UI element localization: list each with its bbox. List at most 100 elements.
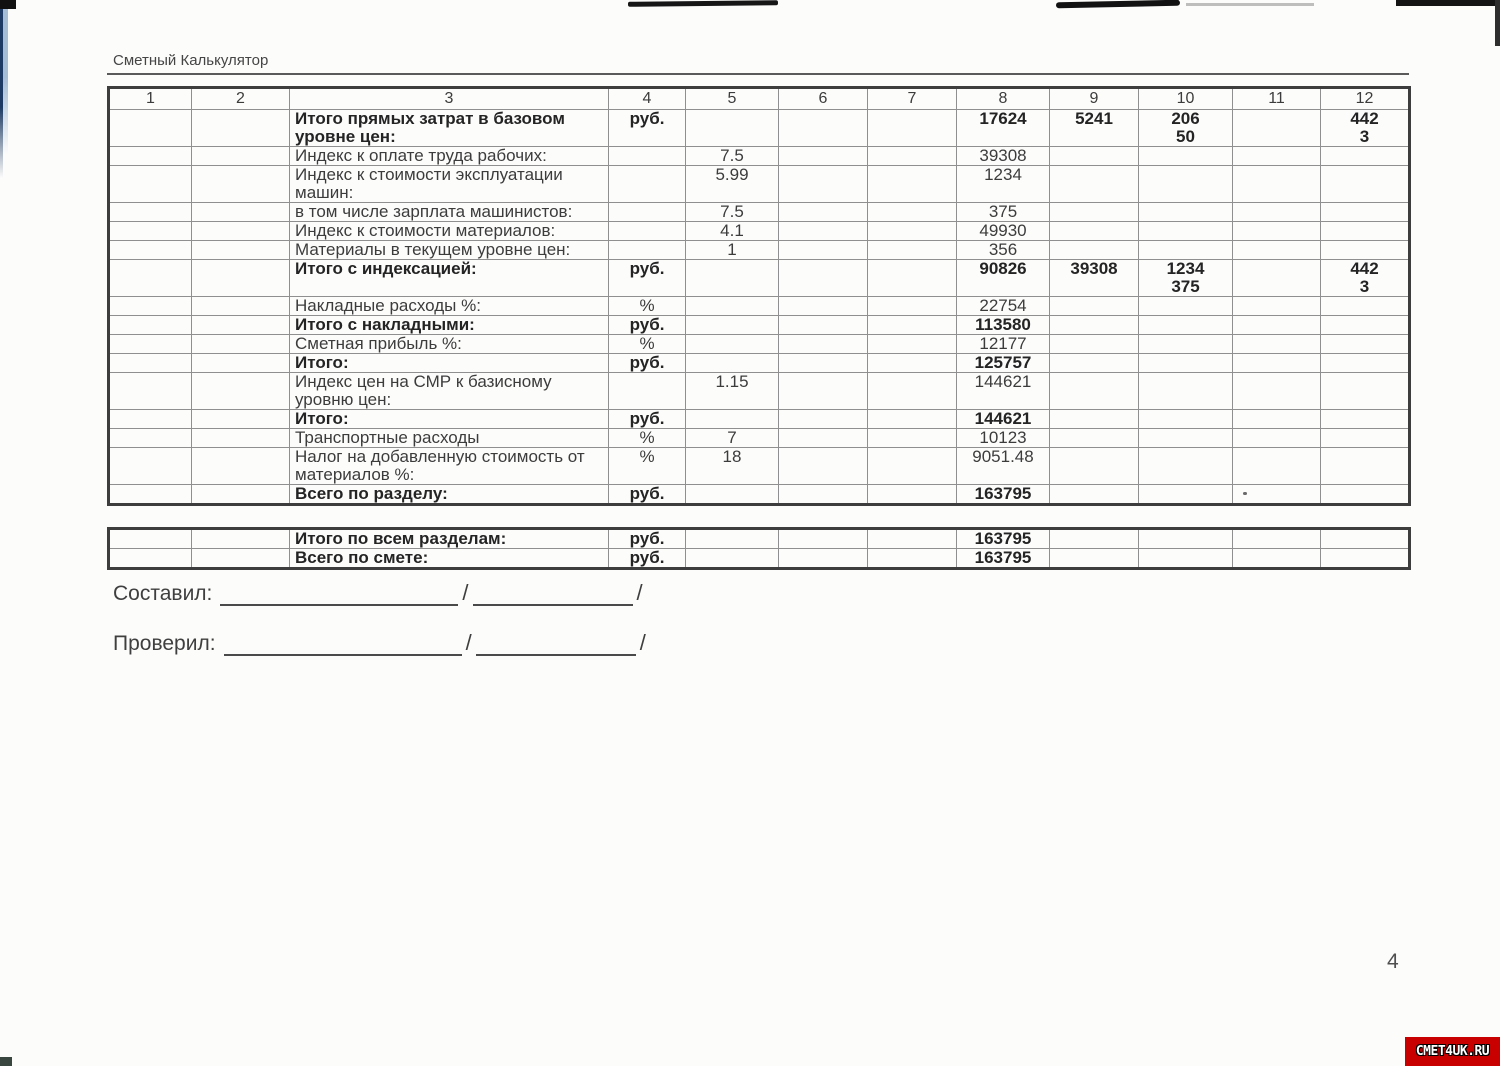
cell-c11 xyxy=(1232,202,1321,222)
column-header: 1 xyxy=(108,87,192,110)
cell-c1 xyxy=(108,221,192,241)
cell-c12 xyxy=(1320,334,1410,354)
cell-c6 xyxy=(778,221,868,241)
cell-c11 xyxy=(1232,221,1321,241)
cell-c6 xyxy=(778,428,868,448)
cell-c5 xyxy=(685,334,779,354)
cell-c7 xyxy=(867,240,957,260)
cell-c2 xyxy=(191,484,290,505)
cell-label: Итого с индексацией: xyxy=(289,259,609,297)
table-row: Индекс цен на СМР к базисному уровню цен… xyxy=(108,372,1410,410)
scan-smudge xyxy=(1186,3,1314,6)
table-row: Итого: руб. 125757 xyxy=(108,353,1410,373)
cell-c1 xyxy=(108,372,192,410)
cell-c7 xyxy=(867,109,957,147)
cell-c12 xyxy=(1320,484,1410,505)
cell-c9 xyxy=(1049,447,1139,485)
cell-c10 xyxy=(1138,548,1233,569)
cell-c1 xyxy=(108,146,192,166)
cell-c5: 1 xyxy=(685,240,779,260)
cell-c11 xyxy=(1232,334,1321,354)
cell-c11 xyxy=(1232,428,1321,448)
cell-c5: 7.5 xyxy=(685,146,779,166)
cell-c10 xyxy=(1138,146,1233,166)
cell-c8: 144621 xyxy=(956,372,1050,410)
cell-c8: 125757 xyxy=(956,353,1050,373)
cell-c9 xyxy=(1049,372,1139,410)
cell-c8: 163795 xyxy=(956,484,1050,505)
cell-unit: руб. xyxy=(608,259,686,297)
cell-c10 xyxy=(1138,221,1233,241)
cell-label: Всего по разделу: xyxy=(289,484,609,505)
cell-label: Итого: xyxy=(289,409,609,429)
cell-c6 xyxy=(778,447,868,485)
cell-c1 xyxy=(108,353,192,373)
cell-c2 xyxy=(191,109,290,147)
cell-c6 xyxy=(778,109,868,147)
cell-c5 xyxy=(685,109,779,147)
cell-unit: % xyxy=(608,428,686,448)
cell-c8: 163795 xyxy=(956,528,1050,549)
cell-c2 xyxy=(191,353,290,373)
table-row: Индекс к оплате труда рабочих: 7.5 39308 xyxy=(108,146,1410,166)
cell-c5 xyxy=(685,484,779,505)
document-title: Сметный Калькулятор xyxy=(113,52,269,69)
cell-unit xyxy=(608,146,686,166)
cell-c7 xyxy=(867,221,957,241)
cell-c9 xyxy=(1049,146,1139,166)
cell-c1 xyxy=(108,484,192,505)
cell-c5 xyxy=(685,409,779,429)
cell-c10 xyxy=(1138,372,1233,410)
slash: / xyxy=(636,580,643,605)
table-row: Транспортные расходы% 7 10123 xyxy=(108,428,1410,448)
cell-c8: 90826 xyxy=(956,259,1050,297)
table-row: Итого: руб. 144621 xyxy=(108,409,1410,429)
cell-c9 xyxy=(1049,484,1139,505)
cell-c1 xyxy=(108,259,192,297)
table-row: Всего по разделу: руб. 163795 xyxy=(108,484,1410,505)
table-row: Итого с накладными: руб. 113580 xyxy=(108,315,1410,335)
cell-c5: 7 xyxy=(685,428,779,448)
cell-label: Индекс к оплате труда рабочих: xyxy=(289,146,609,166)
column-header: 11 xyxy=(1232,87,1321,110)
cell-c6 xyxy=(778,334,868,354)
cell-c10 xyxy=(1138,484,1233,505)
cell-c7 xyxy=(867,409,957,429)
cell-label: Итого по всем разделам: xyxy=(289,528,609,549)
cell-c10 xyxy=(1138,165,1233,203)
cell-c10: 206 50 xyxy=(1138,109,1233,147)
cell-unit xyxy=(608,221,686,241)
cell-c12 xyxy=(1320,528,1410,549)
cell-c7 xyxy=(867,528,957,549)
scan-smudge xyxy=(627,0,779,7)
slash: / xyxy=(465,630,472,655)
cell-label: Транспортные расходы xyxy=(289,428,609,448)
cell-c10 xyxy=(1138,202,1233,222)
cell-c9 xyxy=(1049,353,1139,373)
cell-label: Итого с накладными: xyxy=(289,315,609,335)
cell-c8: 12177 xyxy=(956,334,1050,354)
cell-unit: руб. xyxy=(608,528,686,549)
cell-c5: 7.5 xyxy=(685,202,779,222)
cell-label: Индекс к стоимости эксплуатации машин: xyxy=(289,165,609,203)
signature-sign-line xyxy=(472,580,633,606)
cell-c2 xyxy=(191,528,290,549)
cell-c2 xyxy=(191,146,290,166)
cell-unit xyxy=(608,372,686,410)
signature-label: Составил: xyxy=(113,582,213,605)
cell-label: Индекс к стоимости материалов: xyxy=(289,221,609,241)
cell-c5: 5.99 xyxy=(685,165,779,203)
watermark: CMET4UK.RU xyxy=(1405,1037,1500,1066)
cell-c1 xyxy=(108,202,192,222)
cell-c12 xyxy=(1320,548,1410,569)
cell-c6 xyxy=(778,353,868,373)
page-number: 4 xyxy=(1387,950,1399,973)
cell-c8: 17624 xyxy=(956,109,1050,147)
cell-c11 xyxy=(1232,240,1321,260)
cell-c11 xyxy=(1232,372,1321,410)
table-row: Всего по смете: руб. 163795 xyxy=(108,548,1410,569)
table-row: Индекс к стоимости материалов: 4.1 49930 xyxy=(108,221,1410,241)
cell-c10 xyxy=(1138,240,1233,260)
cell-c9 xyxy=(1049,296,1139,316)
